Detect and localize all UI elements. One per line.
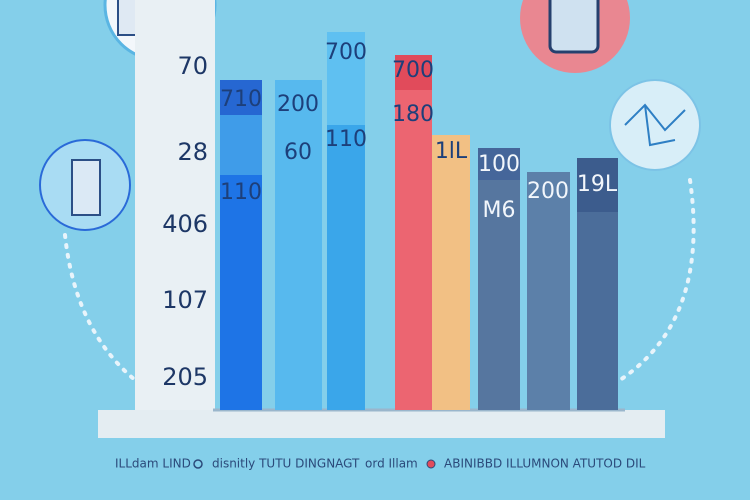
bar-label: 710 xyxy=(220,87,262,112)
footer-text: disnitly TUTU DINGNAGT xyxy=(212,457,360,471)
icon xyxy=(71,159,101,216)
base xyxy=(98,410,665,438)
bar-segment xyxy=(577,158,618,212)
dotted-arc xyxy=(63,233,137,382)
axis-label: 205 xyxy=(162,363,208,391)
bar-label: 110 xyxy=(220,180,262,205)
bar-label: 110 xyxy=(325,127,367,152)
footer-text: ABINIBBD ILLUMNON ATUTOD DIL xyxy=(444,457,646,471)
axis-label: 28 xyxy=(177,138,208,166)
dotted-arc xyxy=(618,178,696,382)
bar-label: 200 xyxy=(527,179,569,204)
bar-label: 700 xyxy=(325,40,367,65)
bar-segment xyxy=(220,115,262,175)
bar-segment xyxy=(395,55,432,90)
bar-segment xyxy=(327,32,365,125)
axis-label: 107 xyxy=(162,286,208,314)
bar-segment xyxy=(220,80,262,115)
bar xyxy=(432,135,470,410)
bar xyxy=(395,55,432,410)
bar-label: 100 xyxy=(478,152,520,177)
bar xyxy=(527,172,570,410)
footer-text: ord Illam xyxy=(365,457,418,471)
axis-panel xyxy=(135,0,215,415)
axis-label: 406 xyxy=(162,210,208,238)
bar-label: 19L xyxy=(577,172,618,197)
bar-label: 200 xyxy=(277,92,319,117)
footer-text: ILLdam LIND xyxy=(115,457,191,471)
bar-label: 1lL xyxy=(435,139,468,164)
bar-label: 180 xyxy=(392,102,434,127)
axis-label: 70 xyxy=(177,52,208,80)
bar-label: M6 xyxy=(483,198,516,223)
bar xyxy=(275,80,322,410)
footer-dot xyxy=(426,459,436,469)
network-icon xyxy=(624,103,686,147)
bar-segment xyxy=(478,148,520,180)
phone-icon xyxy=(548,0,600,54)
bar-label: 700 xyxy=(392,58,434,83)
icon-circle xyxy=(609,79,701,171)
footer-dot xyxy=(193,459,203,469)
bar xyxy=(478,148,520,410)
bar-label: 60 xyxy=(284,140,312,165)
